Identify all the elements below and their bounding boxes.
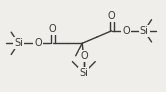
Text: O: O — [34, 38, 42, 48]
Text: Si: Si — [140, 26, 149, 36]
Text: O: O — [80, 51, 88, 61]
Text: O: O — [108, 11, 115, 21]
Text: Si: Si — [79, 68, 88, 78]
Text: O: O — [123, 26, 130, 36]
Text: Si: Si — [14, 38, 23, 48]
Text: O: O — [49, 24, 57, 34]
